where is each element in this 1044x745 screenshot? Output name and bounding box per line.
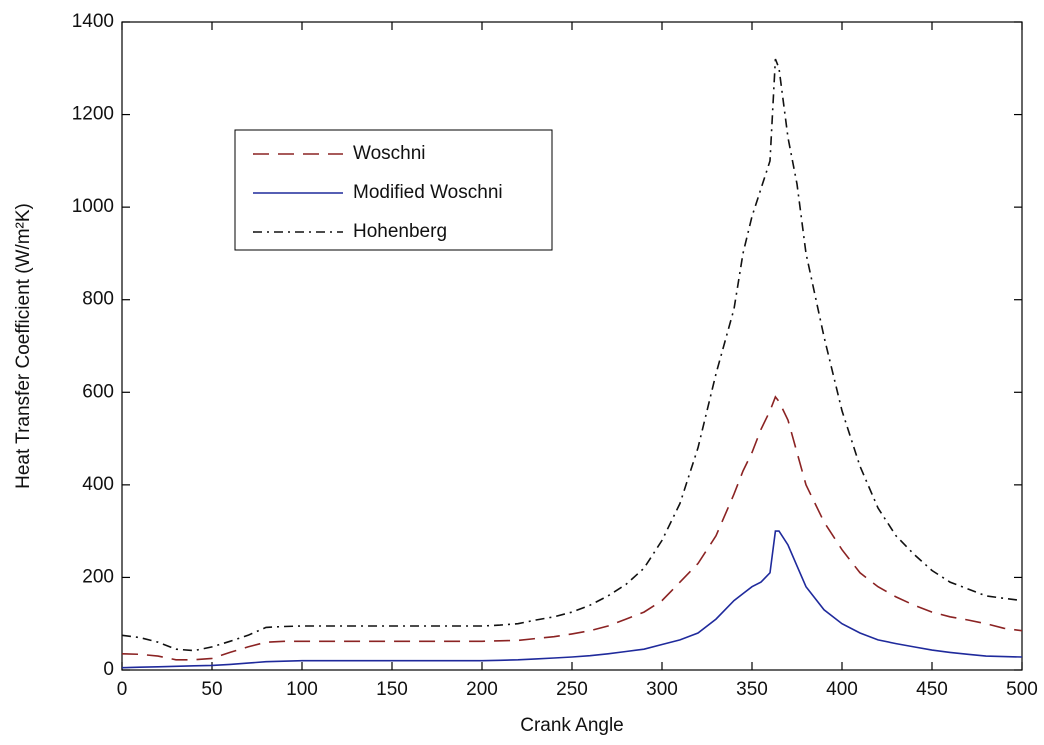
y-tick-label: 1200 [72,104,114,125]
x-tick-label: 0 [117,679,128,700]
legend-label: Woschni [353,143,426,164]
x-tick-label: 50 [201,679,222,700]
y-tick-label: 0 [103,659,114,680]
series-line [121,530,1023,669]
legend-label: Modified Woschni [353,182,503,203]
x-tick-label: 200 [466,679,498,700]
y-tick-label: 1000 [72,196,114,217]
x-tick-label: 300 [646,679,678,700]
series-line [121,58,1023,652]
x-tick-label: 100 [286,679,318,700]
x-axis-label: Crank Angle [520,715,624,736]
y-tick-label: 800 [82,289,114,310]
legend-box [234,129,553,251]
y-tick-label: 1400 [72,11,114,32]
y-axis-label: Heat Transfer Coefficient (W/m²K) [13,203,34,489]
y-tick-label: 600 [82,381,114,402]
x-tick-label: 350 [736,679,768,700]
x-tick-label: 400 [826,679,858,700]
y-tick-label: 200 [82,566,114,587]
x-tick-label: 150 [376,679,408,700]
legend-label: Hohenberg [353,221,447,242]
series-line [121,395,1023,661]
plot-frame [121,21,1023,671]
y-tick-label: 400 [82,474,114,495]
x-tick-label: 450 [916,679,948,700]
x-tick-label: 500 [1006,679,1038,700]
x-tick-label: 250 [556,679,588,700]
